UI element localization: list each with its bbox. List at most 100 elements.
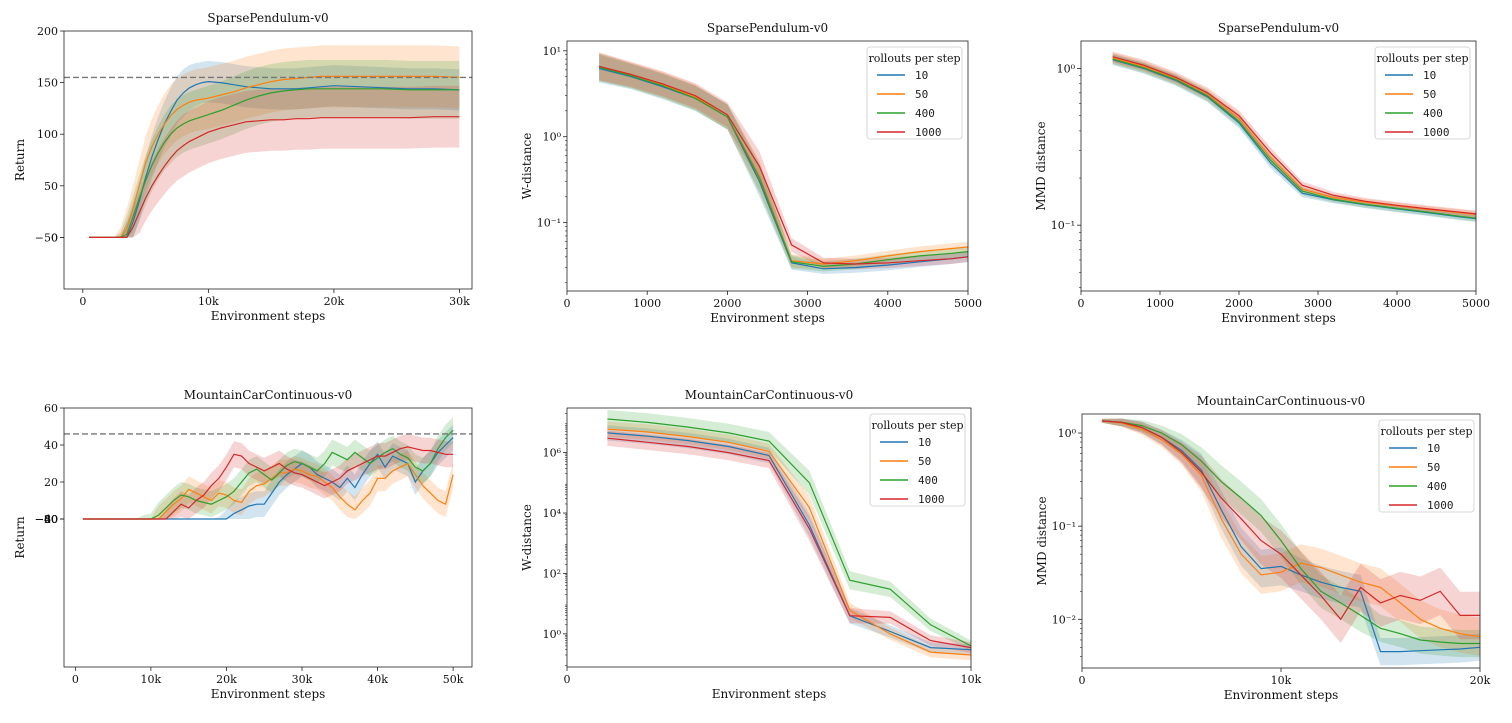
x-tick-label: 5000 (954, 297, 982, 310)
series-line-50 (89, 75, 460, 238)
axes-frame (63, 407, 473, 668)
y-tick-label: 0 (51, 231, 58, 244)
series-band-50 (1101, 418, 1480, 656)
x-axis-label: Environment steps (712, 687, 827, 701)
y-tick-label: 10⁰ (1057, 63, 1076, 76)
legend-title: rollouts per step (1376, 52, 1468, 65)
y-axis-label: MMD distance (1034, 121, 1048, 210)
series-band-10 (1112, 54, 1476, 223)
legend-entry-400: 400 (918, 474, 938, 487)
series-band-400 (89, 59, 460, 238)
series-band-400 (607, 409, 971, 652)
legend-title: rollouts per step (868, 52, 960, 65)
legend-entry-1000: 1000 (915, 126, 942, 139)
legend-title: rollouts per step (871, 419, 963, 432)
series-band-10 (1101, 418, 1480, 666)
x-tick-label: 3000 (1304, 297, 1332, 310)
x-tick-label: 10k (961, 673, 982, 686)
x-axis-label: Environment steps (211, 687, 326, 701)
x-axis-label: Environment steps (710, 311, 825, 325)
x-tick-label: 20k (324, 295, 345, 308)
chart-title: SparsePendulum-v0 (207, 11, 328, 25)
y-axis-label: W-distance (520, 133, 534, 200)
y-axis-label: Return (13, 516, 27, 558)
chart-p12: 0 10k 20k 10⁻² 10⁻¹ 10⁰ MountainCarContinuous-… (1035, 394, 1491, 702)
y-tick-label: 10⁶ (543, 447, 562, 460)
y-tick-label: 10⁴ (543, 507, 562, 520)
series-band-50 (599, 53, 968, 270)
series-line-400 (598, 66, 968, 267)
legend-box (1378, 419, 1475, 513)
chart-data-layer (89, 45, 460, 238)
x-tick-label: 1000 (633, 297, 661, 310)
chart-title: MountainCarContinuous-v0 (1197, 394, 1365, 408)
chart-data-layer (607, 409, 971, 661)
series-band-50 (89, 45, 460, 238)
y-tick-label: 100 (37, 128, 58, 141)
x-tick-label: 50k (443, 673, 464, 686)
legend: rollouts per step 10 50 400 1000 (866, 46, 963, 140)
y-tick-label: 50 (44, 180, 58, 193)
y-tick-label: 40 (44, 439, 58, 452)
chart-p02: 0 1000 2000 3000 4000 5000 10⁻¹ 10⁰ SparsePendul… (1034, 21, 1490, 325)
x-tick-label: 2000 (1225, 297, 1253, 310)
legend-entry-10: 10 (915, 69, 928, 82)
series-band-1000 (599, 52, 968, 270)
legend-entry-400: 400 (1427, 480, 1447, 493)
chart-p00: 0 10k 20k 30k−50050100150200SparsePendulum-… (13, 11, 473, 323)
chart-p10: 0 10k 20k 30k 40k 50k−80−60−40−200204060Mount… (13, 388, 473, 701)
chart-data-layer (598, 52, 968, 274)
y-tick-label: −50 (35, 231, 58, 244)
legend-entry-50: 50 (1423, 88, 1436, 101)
legend-entry-50: 50 (918, 455, 931, 468)
legend-entry-400: 400 (1423, 107, 1443, 120)
series-band-400 (1101, 418, 1480, 658)
x-tick-label: 0 (72, 673, 79, 686)
y-tick-label: 10⁻¹ (1052, 520, 1076, 533)
series-line-400 (1101, 420, 1480, 645)
x-tick-label: 10k (1271, 674, 1292, 687)
series-line-1000 (89, 116, 460, 238)
x-tick-label: 4000 (874, 297, 902, 310)
series-band-10 (89, 60, 460, 238)
chart-p01: 0 1000 2000 3000 4000 5000 10⁻¹ 10⁰ 10¹ SparsePen… (520, 21, 982, 325)
series-band-1000 (1101, 418, 1480, 644)
y-tick-label: 10¹ (543, 45, 561, 58)
y-tick-label: 20 (44, 476, 58, 489)
chart-title: MountainCarContinuous-v0 (184, 388, 352, 402)
x-tick-label: 3000 (794, 297, 822, 310)
legend-entry-1000: 1000 (918, 493, 945, 506)
x-tick-label: 0 (564, 673, 571, 686)
y-tick-label: −60 (35, 513, 58, 526)
chart-p11: 0 10k 10⁰ 10² 10⁴ 10⁶ MountainCarContinuous-v0… (520, 388, 982, 701)
y-tick-label: −40 (35, 513, 58, 526)
legend-entry-10: 10 (1423, 69, 1436, 82)
y-tick-label: 10⁰ (543, 131, 562, 144)
legend-entry-10: 10 (918, 436, 931, 449)
series-band-1000 (82, 433, 454, 519)
y-tick-label: 150 (37, 77, 58, 90)
x-tick-label: 20k (1470, 674, 1491, 687)
x-tick-label: 1000 (1146, 297, 1174, 310)
axes-frame (1080, 40, 1477, 292)
y-tick-label: 200 (37, 25, 58, 38)
series-line-400 (89, 88, 460, 238)
x-tick-label: 0 (79, 295, 86, 308)
x-tick-label: 0 (1078, 297, 1085, 310)
series-band-400 (1112, 53, 1476, 222)
legend: rollouts per step 10 50 400 1000 (869, 413, 966, 507)
y-axis-label: MMD distance (1035, 496, 1049, 585)
chart-title: SparsePendulum-v0 (707, 21, 828, 35)
legend-box (869, 413, 966, 507)
x-tick-label: 40k (367, 673, 388, 686)
y-tick-label: 10⁰ (1058, 427, 1077, 440)
series-line-10 (598, 68, 968, 270)
x-axis-label: Environment steps (211, 309, 326, 323)
series-band-400 (82, 417, 454, 519)
x-axis-label: Environment steps (1221, 311, 1336, 325)
y-tick-label: 10⁰ (543, 628, 562, 641)
legend-entry-400: 400 (915, 107, 935, 120)
chart-title: MountainCarContinuous-v0 (685, 388, 853, 402)
y-tick-label: −80 (35, 513, 58, 526)
y-tick-label: 10² (543, 567, 561, 580)
